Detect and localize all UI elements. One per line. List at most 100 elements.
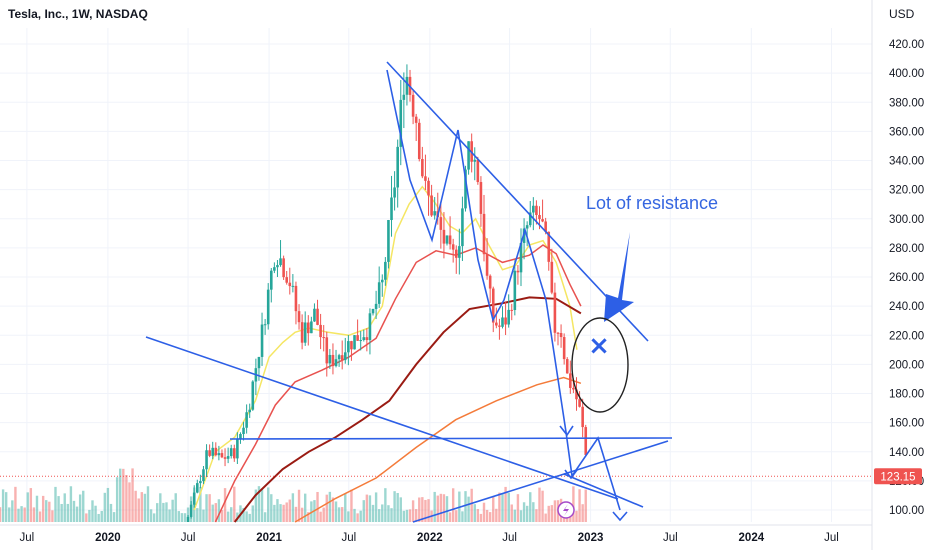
volume-bar: [109, 503, 113, 522]
volume-bar: [146, 486, 150, 522]
candle-body: [430, 195, 433, 216]
volume-bar: [408, 509, 412, 522]
volume-bar: [461, 511, 464, 522]
volume-bar: [276, 499, 279, 522]
y-tick-label: 300.00: [889, 214, 924, 226]
y-tick-label: 420.00: [889, 39, 924, 51]
volume-bar: [17, 508, 20, 522]
resistance-annotation: Lot of resistance: [586, 193, 718, 213]
candle-body: [482, 213, 486, 255]
volume-bar: [291, 493, 295, 522]
candle-body: [279, 258, 282, 266]
candle-body: [445, 235, 449, 244]
volume-bar: [340, 507, 344, 522]
candle-body: [575, 389, 578, 400]
candle-body: [495, 322, 498, 326]
y-tick-label: 100.00: [889, 505, 924, 517]
volume-bar: [359, 510, 362, 522]
volume-bar: [26, 492, 29, 522]
volume-bar: [69, 486, 73, 522]
candle-body: [501, 317, 504, 327]
volume-bar: [405, 509, 409, 522]
volume-bar: [319, 511, 322, 522]
volume-bar: [328, 491, 332, 522]
x-tick-label: 2022: [417, 532, 443, 544]
y-tick-label: 320.00: [889, 185, 924, 197]
volume-bar: [384, 488, 387, 522]
candle-body: [236, 438, 239, 459]
volume-bar: [119, 468, 122, 522]
volume-bar: [445, 496, 449, 522]
trend-line: [563, 473, 644, 508]
candle-body: [476, 159, 480, 183]
volume-bar: [504, 486, 507, 522]
candle-body: [306, 322, 310, 334]
volume-bar: [535, 509, 538, 522]
candle-body: [340, 355, 344, 361]
volume-bar: [270, 494, 273, 522]
volume-bar: [85, 513, 88, 522]
volume-bar: [550, 505, 554, 522]
candle-body: [402, 94, 406, 100]
volume-bar: [186, 507, 190, 522]
volume-bar: [149, 509, 153, 522]
candle-body: [328, 354, 332, 364]
candle-body: [535, 205, 538, 216]
volume-bar: [402, 510, 406, 522]
volume-bar: [519, 510, 523, 522]
volume-bar: [233, 486, 236, 522]
candle-body: [399, 99, 403, 147]
x-tick-label: 2024: [739, 532, 765, 544]
volume-bar: [54, 486, 57, 522]
candle-body: [572, 387, 575, 390]
candle-body: [282, 258, 285, 278]
volume-bar: [11, 500, 14, 522]
candle-body: [334, 359, 338, 367]
volume-bar: [307, 512, 310, 522]
volume-bar: [525, 505, 529, 522]
volume-bar: [510, 504, 513, 522]
candle-body: [239, 434, 242, 439]
candle-body: [384, 261, 387, 280]
volume-bar: [91, 500, 94, 522]
candle-body: [547, 231, 551, 262]
volume-bar: [32, 507, 36, 522]
x-tick-label: Jul: [824, 532, 839, 544]
volume-bar: [337, 507, 341, 522]
volume-bar: [279, 504, 282, 522]
y-tick-label: 240.00: [889, 301, 924, 313]
x-tick-label: Jul: [663, 532, 678, 544]
volume-bar: [156, 503, 159, 522]
candle-body: [273, 267, 276, 271]
volume-bar: [260, 488, 264, 522]
volume-bar: [325, 494, 328, 522]
candle-body: [414, 116, 418, 123]
candle-body: [269, 270, 273, 290]
volume-bar: [100, 510, 103, 522]
volume-bar: [220, 510, 224, 522]
volume-bar: [374, 492, 378, 522]
last-price-label: 123.15: [880, 471, 915, 483]
volume-bar: [532, 502, 535, 522]
volume-bar: [495, 508, 498, 522]
candle-body: [488, 275, 492, 289]
volume-bar: [217, 499, 221, 522]
volume-bar: [381, 504, 384, 522]
candle-body: [405, 76, 409, 95]
y-tick-label: 200.00: [889, 359, 924, 371]
volume-bar: [263, 512, 267, 522]
candle-body: [569, 373, 572, 388]
volume-bar: [350, 489, 353, 522]
symbol-title: Tesla, Inc., 1W, NASDAQ: [8, 7, 148, 21]
candle-body: [556, 332, 560, 334]
volume-bar: [544, 513, 547, 522]
candle-body: [196, 483, 199, 493]
candle-body: [504, 317, 507, 325]
volume-bar: [529, 492, 532, 522]
candle-body: [310, 321, 313, 334]
candle-body: [374, 303, 378, 309]
candle-body: [208, 450, 211, 456]
arrow-head: [612, 511, 628, 522]
candle-body: [276, 265, 279, 268]
